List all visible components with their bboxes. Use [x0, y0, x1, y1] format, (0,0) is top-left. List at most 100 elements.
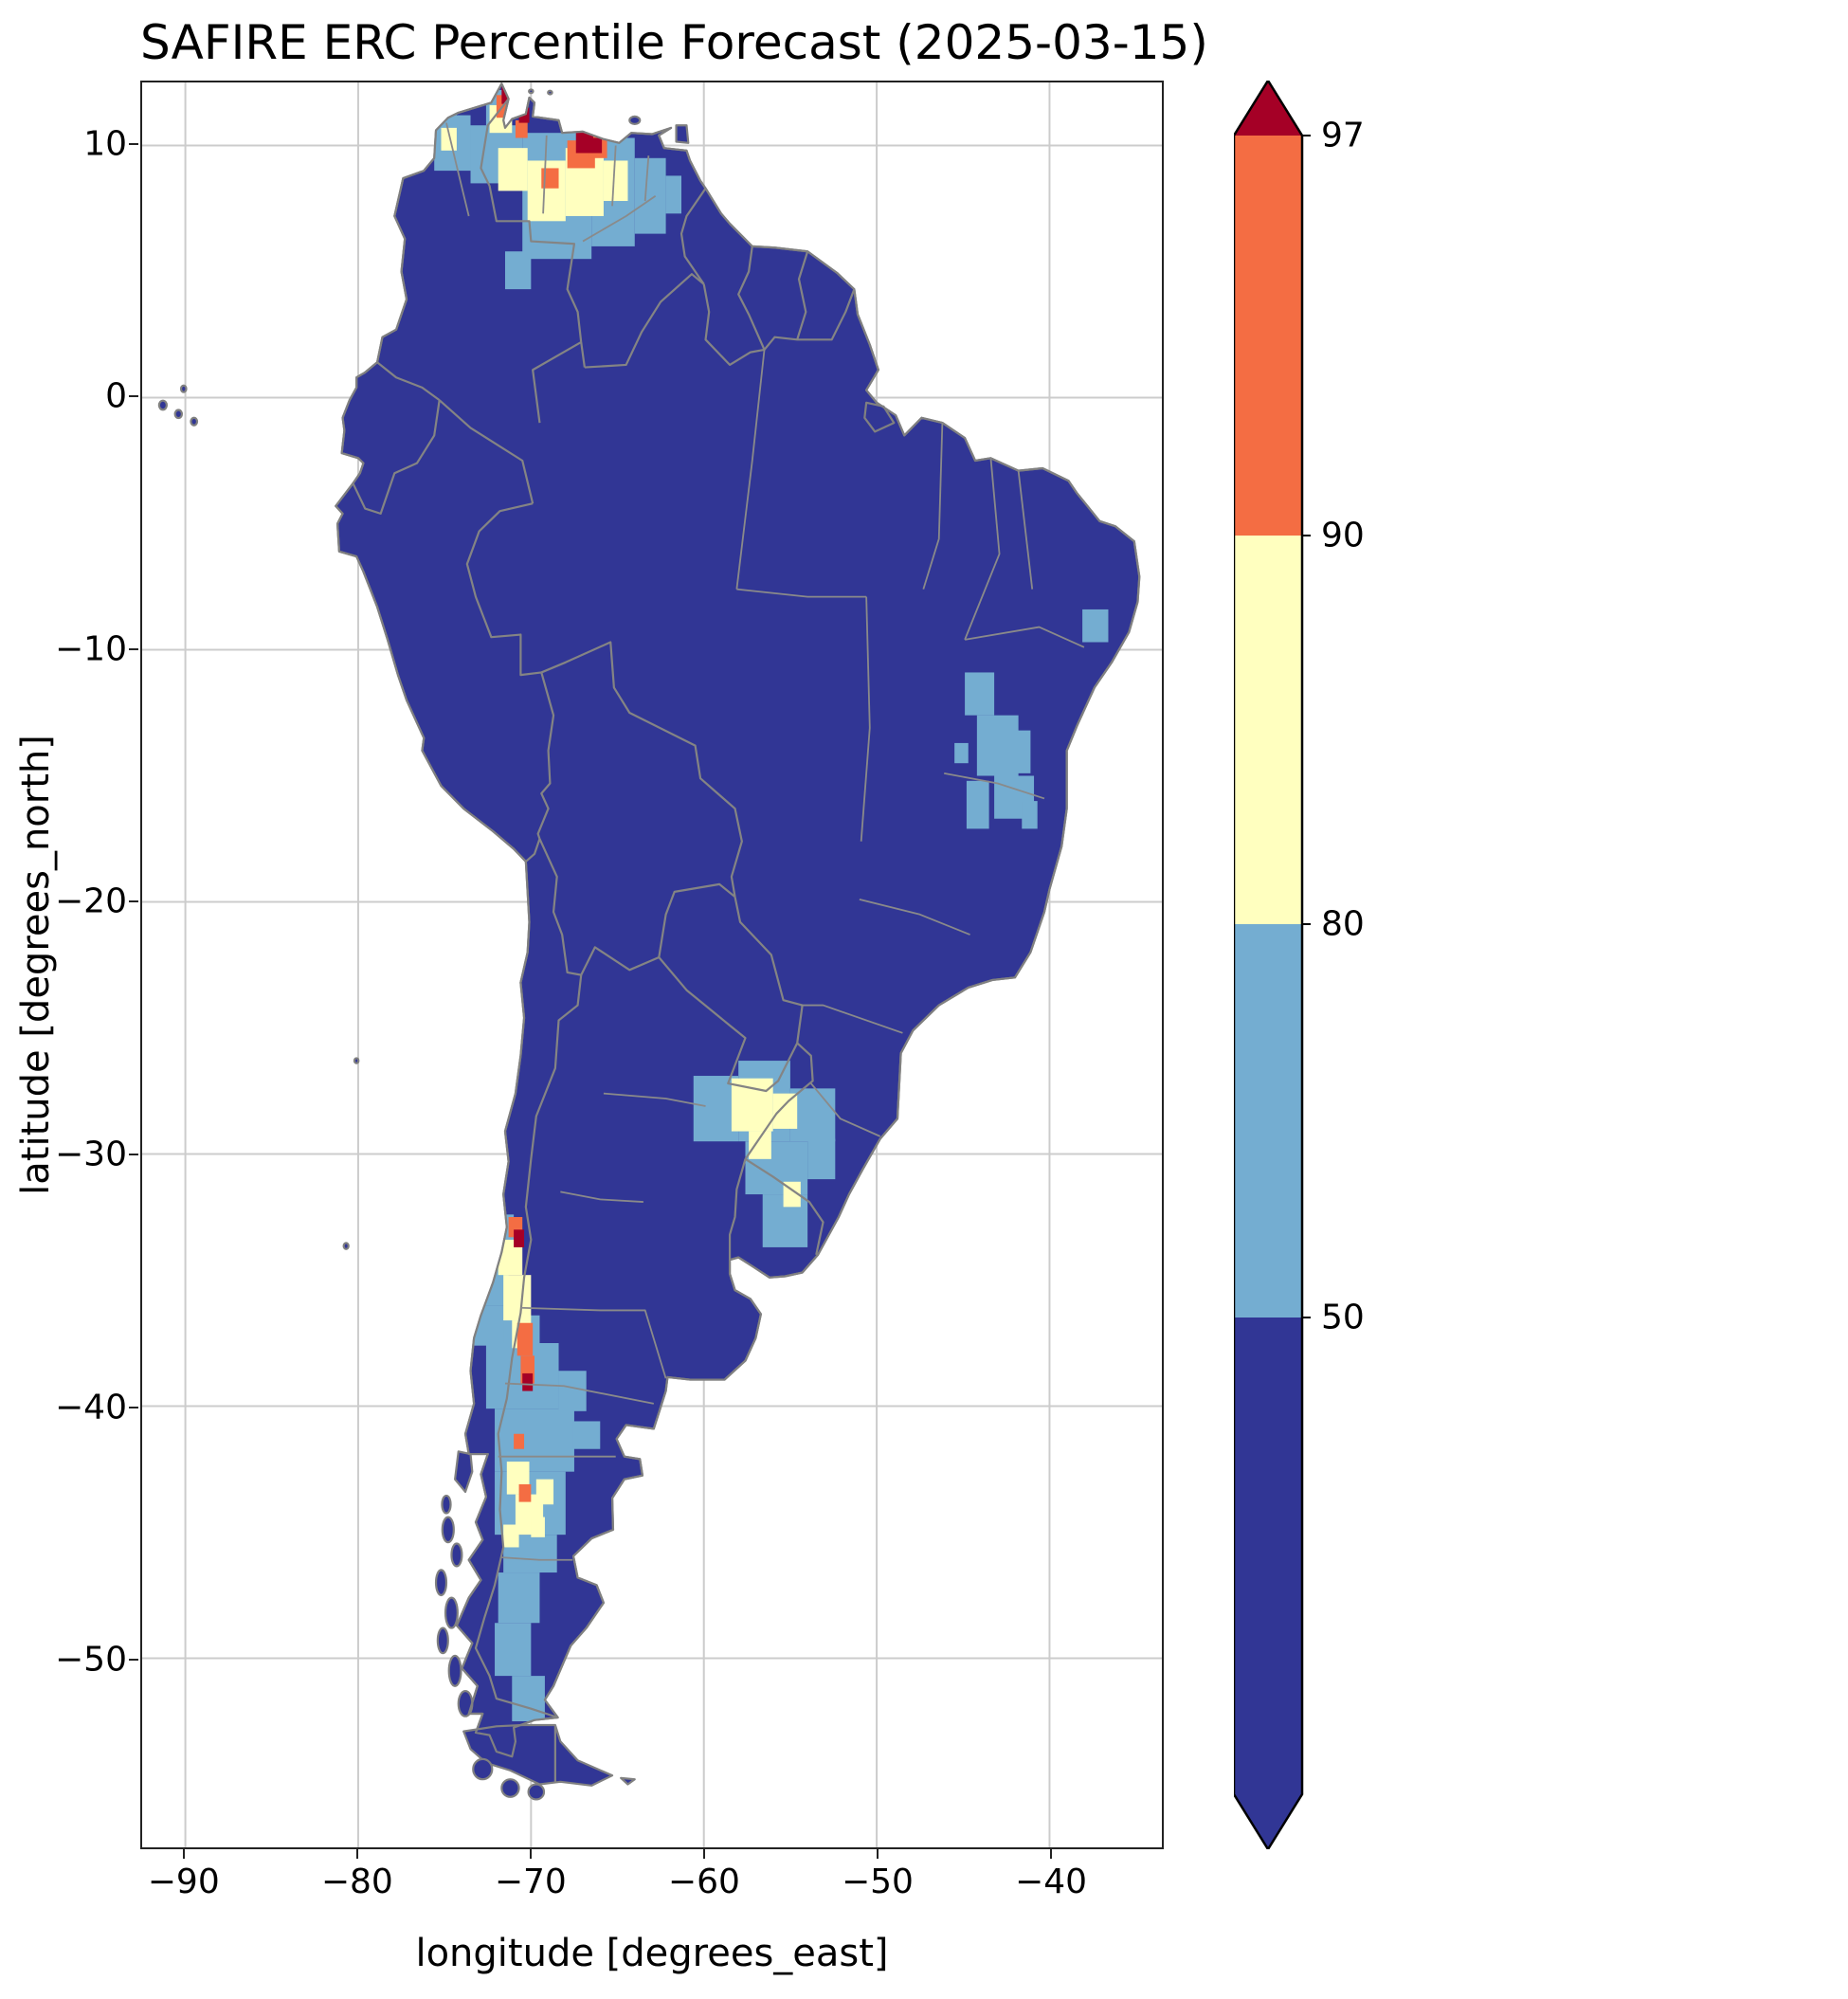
percentile-cell-50-80: [495, 1623, 532, 1677]
small-island: [529, 1785, 544, 1800]
mainland-landmass: [335, 83, 1139, 1756]
x-tick-mark: [355, 1849, 358, 1859]
admin-border: [736, 350, 764, 590]
percentile-cell-90-97: [514, 1433, 525, 1449]
admin-border: [736, 590, 866, 597]
percentile-patch-layer: [434, 83, 1109, 1721]
colorbar-extend-above: [1234, 81, 1302, 136]
country-border: [467, 503, 541, 675]
x-tick-label: −80: [320, 1863, 393, 1901]
country-border: [377, 362, 440, 400]
x-tick-label: −40: [1015, 1863, 1088, 1901]
country-border: [659, 884, 734, 957]
percentile-cell-gt97: [575, 130, 593, 154]
y-tick-mark: [129, 395, 138, 398]
country-border: [581, 947, 659, 974]
country-border: [730, 1159, 745, 1260]
small-island: [436, 1570, 446, 1595]
x-tick-mark: [529, 1849, 532, 1859]
colorbar: [1234, 81, 1315, 1849]
small-island: [354, 1058, 358, 1063]
percentile-cell-80-90: [498, 148, 528, 191]
y-tick-label: −20: [55, 881, 127, 921]
y-tick-label: −10: [55, 629, 127, 669]
percentile-cell-50-80: [504, 251, 532, 290]
admin-border: [446, 123, 469, 216]
y-tick-label: −50: [55, 1640, 127, 1680]
country-border: [704, 284, 855, 365]
percentile-cell-50-80: [693, 1076, 739, 1142]
x-tick-label: −70: [494, 1863, 567, 1901]
admin-border: [560, 1191, 643, 1202]
country-border: [533, 342, 581, 423]
admin-border: [645, 155, 649, 201]
percentile-cell-50-80: [439, 92, 457, 116]
x-axis-label: longitude [degrees_east]: [415, 1932, 889, 1975]
percentile-cell-gt97: [591, 137, 603, 154]
y-tick-label: 0: [105, 376, 127, 416]
admin-border: [811, 1083, 880, 1136]
percentile-cell-80-90: [535, 1479, 554, 1505]
small-island: [175, 410, 182, 419]
small-island: [629, 117, 640, 124]
percentile-cell-50-80: [572, 1421, 601, 1449]
small-island: [445, 1598, 458, 1628]
admin-border: [965, 627, 1084, 647]
percentile-cell-50-80: [966, 780, 989, 829]
percentile-cell-50-80: [965, 672, 995, 716]
small-island: [449, 1656, 462, 1686]
south-america-map: [142, 82, 1162, 1847]
country-border: [797, 251, 807, 339]
colorbar-svg: [1234, 81, 1311, 1849]
admin-border: [612, 146, 616, 207]
y-tick-label: −30: [55, 1135, 127, 1174]
percentile-cell-50-80: [807, 1138, 836, 1180]
admin-border: [965, 458, 999, 640]
country-border: [745, 1159, 823, 1255]
admin-border: [604, 1094, 706, 1106]
country-border: [538, 672, 553, 839]
y-tick-mark: [129, 647, 138, 650]
country-border: [585, 274, 704, 367]
country-border: [353, 400, 439, 514]
small-island: [159, 401, 167, 410]
colorbar-extend-below: [1234, 1318, 1302, 1849]
admin-border: [501, 1557, 572, 1560]
admin-border: [923, 423, 942, 590]
admin-border: [520, 1308, 665, 1378]
admin-border: [1019, 471, 1033, 590]
small-island: [190, 418, 197, 426]
y-tick-mark: [129, 1659, 138, 1662]
country-border: [440, 400, 533, 503]
country-border: [541, 643, 742, 898]
admin-border: [543, 136, 547, 213]
percentile-cell-90-97: [516, 1322, 534, 1356]
island: [677, 125, 689, 143]
colorbar-tick-label: 80: [1321, 904, 1365, 944]
country-border: [738, 246, 764, 350]
small-island: [442, 1496, 450, 1514]
y-tick-mark: [129, 900, 138, 903]
small-island: [451, 1543, 462, 1566]
percentile-cell-gt97: [514, 1229, 525, 1247]
admin-border: [944, 773, 1044, 799]
percentile-cell-50-80: [634, 157, 666, 234]
y-tick-mark: [129, 1406, 138, 1408]
percentile-cell-80-90: [772, 1093, 798, 1129]
colorbar-tick-label: 90: [1321, 516, 1365, 555]
map-plot-area: [140, 81, 1164, 1849]
land-layer: [159, 83, 1139, 1799]
small-island: [443, 1517, 454, 1543]
small-island: [501, 1779, 518, 1797]
percentile-cell-80-90: [503, 1524, 519, 1548]
country-border: [526, 839, 540, 862]
percentile-cell-gt97: [522, 1372, 534, 1391]
island: [621, 1778, 635, 1785]
country-border: [480, 99, 584, 367]
country-border: [476, 975, 581, 1717]
admin-border: [861, 597, 870, 842]
percentile-cell-50-80: [1022, 801, 1038, 829]
percentile-cell-90-97: [515, 119, 528, 138]
percentile-cell-80-90: [531, 1517, 545, 1537]
